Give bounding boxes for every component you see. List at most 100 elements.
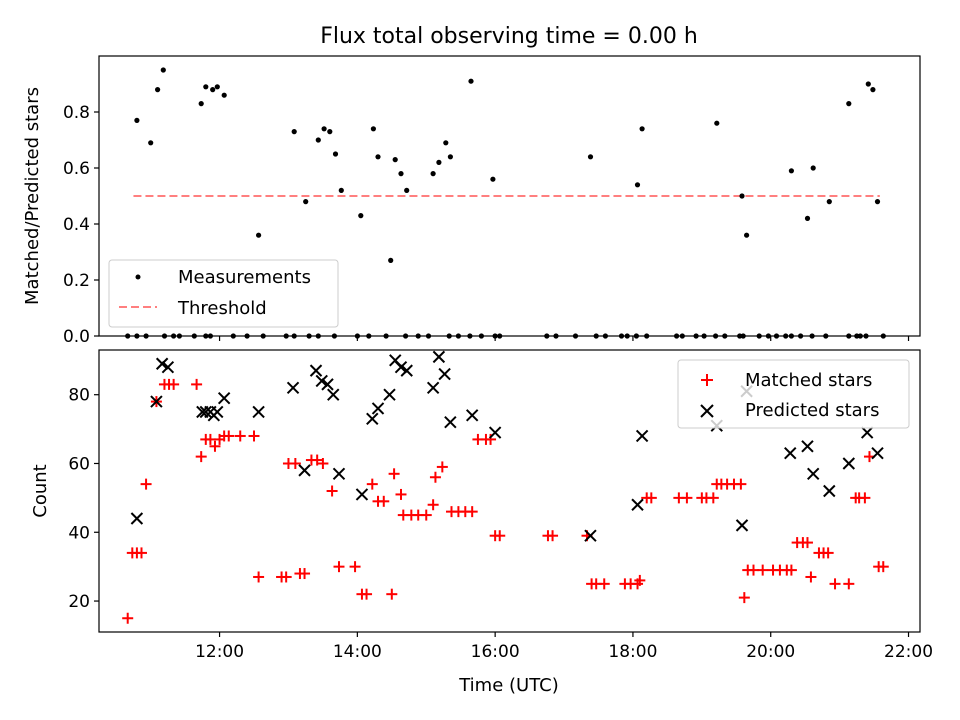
matched-star-point <box>427 499 439 511</box>
measurement-point <box>291 129 297 135</box>
matched-star-point <box>707 492 719 504</box>
measurement-point <box>468 78 474 84</box>
matched-star-point <box>191 378 203 390</box>
matched-star-point <box>253 571 265 583</box>
bottom-legend-box <box>677 359 910 429</box>
matched-star-point <box>386 588 398 600</box>
bottom-y-tick-label: 40 <box>68 523 90 543</box>
measurement-point <box>490 176 496 182</box>
predicted-star-point <box>130 512 144 525</box>
top-y-tick-label: 0.2 <box>63 271 90 291</box>
predicted-star-point <box>635 429 649 443</box>
measurement-point <box>392 157 398 163</box>
predicted-star-point <box>383 388 396 401</box>
top-plot-area <box>125 67 886 339</box>
bottom-axes-frame <box>98 349 921 633</box>
matched-star-point <box>361 588 373 600</box>
predicted-star-point <box>631 498 644 511</box>
x-tick-label: 12:00 <box>195 642 244 662</box>
predicted-star-point <box>321 378 334 391</box>
measurement-point <box>210 87 216 93</box>
matched-star-point <box>598 578 610 590</box>
top-y-tick-label: 0.4 <box>63 215 90 235</box>
measurement-point <box>639 126 645 132</box>
matched-star-point <box>289 457 301 469</box>
bottom-x-ticks: 12:00 14:00 16:00 18:00 20:00 22:00 <box>195 632 933 662</box>
measurement-point <box>398 171 404 177</box>
bottom-y-ticks: 20 40 60 80 <box>68 386 99 612</box>
measurement-point <box>870 87 876 93</box>
matched-star-point <box>494 530 506 542</box>
matched-star-point <box>645 492 657 504</box>
matched-star-point <box>378 495 390 507</box>
measurement-point <box>134 117 140 123</box>
chart-title: Flux total observing time = 0.00 h <box>320 24 698 49</box>
measurement-point <box>148 140 154 146</box>
measurement-point <box>370 126 376 132</box>
matched-star-point <box>349 561 361 573</box>
x-tick-label: 22:00 <box>884 642 933 662</box>
matched-star-point <box>168 378 180 390</box>
measurement-point <box>198 101 204 107</box>
measurement-point <box>256 232 262 238</box>
matched-star-point <box>317 457 329 469</box>
matched-star-point <box>805 571 817 583</box>
matched-star-point <box>877 561 889 573</box>
predicted-star-point <box>465 409 479 422</box>
matched-star-point <box>209 440 221 452</box>
measurement-point <box>826 199 832 205</box>
matched-star-point <box>738 592 750 604</box>
measurement-point <box>874 199 881 205</box>
top-x-ticks <box>218 336 910 341</box>
predicted-star-point <box>211 405 224 419</box>
matched-star-point <box>135 547 147 559</box>
measurement-point <box>788 168 795 174</box>
measurement-point <box>587 154 594 160</box>
measurement-point <box>214 84 220 90</box>
matched-star-point <box>829 578 841 590</box>
x-tick-label: 20:00 <box>746 642 795 662</box>
predicted-star-point <box>823 484 836 498</box>
matched-star-point <box>681 492 693 504</box>
measurement-point <box>160 67 166 73</box>
bottom-y-axis-label: Count <box>30 464 51 517</box>
measurement-point <box>714 120 720 126</box>
predicted-star-point <box>286 381 300 395</box>
matched-star-point <box>280 571 292 583</box>
matched-star-point <box>420 509 432 521</box>
measurement-point <box>388 257 394 263</box>
matched-star-point <box>466 506 478 518</box>
predicted-star-point <box>444 416 457 429</box>
matched-star-point <box>748 564 760 576</box>
predicted-star-point <box>217 391 231 405</box>
measurement-point <box>744 232 750 238</box>
measurement-point <box>315 137 321 143</box>
x-tick-label: 14:00 <box>333 642 382 662</box>
top-legend-box <box>108 259 339 328</box>
predicted-star-point <box>432 350 446 364</box>
measurement-point <box>321 126 327 132</box>
legend-predicted-label: Predicted stars <box>745 400 879 421</box>
top-legend: Measurements Threshold <box>108 259 339 328</box>
predicted-star-point <box>155 357 169 370</box>
predicted-star-point <box>298 464 311 477</box>
measurement-point <box>447 154 453 160</box>
predicted-star-point <box>327 388 340 401</box>
measurement-point <box>327 129 333 135</box>
top-y-tick-label: 0.6 <box>63 159 90 179</box>
matched-star-point <box>326 485 338 497</box>
matched-star-point <box>395 488 407 500</box>
measurement-point <box>810 165 816 171</box>
matched-star-point <box>234 430 246 442</box>
x-tick-label: 18:00 <box>608 642 657 662</box>
measurement-point <box>155 87 161 93</box>
matched-star-point <box>299 568 311 580</box>
measurement-point <box>358 213 364 219</box>
predicted-star-point <box>315 374 328 388</box>
matched-star-point <box>822 547 834 559</box>
predicted-star-point <box>371 402 385 415</box>
predicted-star-point <box>355 488 369 501</box>
predicted-star-point <box>842 457 856 470</box>
